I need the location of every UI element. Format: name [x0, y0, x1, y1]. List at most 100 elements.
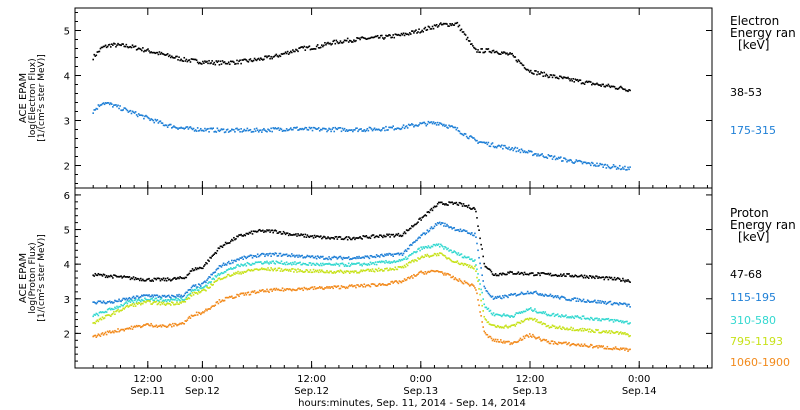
data-point [331, 128, 333, 131]
data-point [293, 288, 295, 291]
data-point [466, 232, 469, 234]
data-point [293, 233, 295, 236]
data-point [255, 291, 258, 294]
data-point [193, 269, 196, 271]
data-point [282, 129, 285, 132]
data-point [493, 146, 496, 149]
data-point [214, 130, 217, 133]
data-point [271, 290, 273, 292]
data-point [100, 333, 103, 335]
data-point [198, 61, 201, 64]
data-point [494, 296, 497, 298]
data-point [123, 308, 126, 310]
data-point [557, 77, 560, 80]
data-point [550, 274, 553, 277]
data-point [368, 285, 371, 287]
data-point [562, 296, 564, 298]
data-point [417, 248, 419, 250]
data-point [340, 257, 343, 259]
data-point [400, 281, 403, 284]
data-point [464, 133, 467, 135]
data-point [337, 263, 340, 266]
data-point [424, 26, 427, 29]
data-point [195, 286, 198, 288]
data-point [621, 303, 623, 305]
data-point [299, 288, 301, 291]
data-point [192, 127, 195, 130]
data-point [325, 263, 327, 265]
data-point [262, 268, 264, 271]
data-point [303, 262, 306, 265]
data-point [182, 301, 185, 303]
data-point [437, 201, 440, 204]
data-point [163, 325, 166, 327]
data-point [347, 41, 350, 43]
data-point [474, 232, 476, 235]
data-point [273, 253, 276, 256]
data-point [180, 302, 182, 304]
data-point [331, 237, 333, 239]
data-point [246, 127, 249, 130]
data-point [282, 230, 285, 233]
data-point [120, 275, 122, 277]
data-point [257, 131, 260, 133]
data-point [326, 130, 328, 133]
data-point [482, 255, 485, 258]
data-point [480, 288, 482, 291]
data-point [197, 130, 200, 132]
data-point [153, 299, 156, 302]
data-point [277, 261, 280, 264]
data-point [310, 48, 313, 50]
data-point [240, 292, 242, 295]
data-point [312, 237, 315, 239]
data-point [546, 295, 549, 297]
data-point [577, 316, 580, 318]
data-point [97, 333, 100, 336]
data-point [376, 261, 379, 263]
data-point [360, 128, 362, 130]
data-point [543, 312, 546, 315]
data-point [253, 290, 256, 292]
data-point [495, 297, 498, 299]
data-point [173, 295, 175, 298]
data-point [118, 330, 120, 333]
data-point [379, 261, 382, 264]
data-point [396, 34, 399, 36]
data-point [247, 268, 250, 271]
data-point [541, 339, 543, 342]
data-point [169, 296, 172, 299]
data-point [141, 294, 143, 297]
plot-frame-proton [74, 187, 713, 369]
data-point [394, 280, 397, 282]
data-point [491, 273, 494, 275]
data-point [487, 141, 490, 144]
data-point [452, 260, 455, 263]
data-point [104, 310, 107, 313]
data-point [402, 266, 405, 269]
data-point [381, 283, 383, 286]
data-point [219, 245, 222, 248]
data-point [285, 269, 288, 272]
data-point [347, 270, 350, 273]
data-point [105, 46, 108, 49]
data-point [367, 256, 370, 259]
data-point [475, 210, 477, 213]
data-point [506, 52, 508, 55]
data-point [599, 331, 601, 334]
data-point [155, 119, 158, 122]
data-point [359, 38, 361, 41]
data-point [612, 347, 615, 349]
data-point [431, 25, 434, 28]
data-point [535, 274, 537, 276]
data-point [202, 289, 204, 291]
data-point [214, 251, 217, 254]
data-point [238, 234, 240, 236]
data-point [355, 263, 357, 265]
data-point [384, 235, 386, 238]
data-point [360, 36, 362, 39]
data-point [279, 231, 282, 233]
data-point [548, 154, 551, 157]
data-point [111, 301, 113, 303]
data-point [218, 299, 221, 301]
data-point [192, 294, 195, 296]
